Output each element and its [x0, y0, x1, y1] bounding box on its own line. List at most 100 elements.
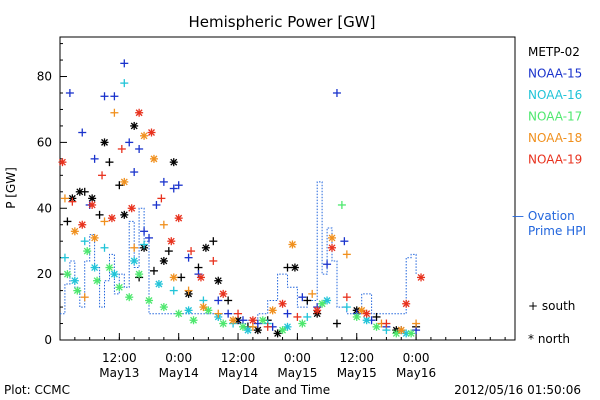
- plot-credit: Plot: CCMC: [4, 383, 70, 397]
- data-point: [164, 247, 173, 256]
- data-point: [70, 276, 79, 285]
- plot-area-frame: [59, 36, 516, 341]
- data-point: [303, 296, 312, 305]
- series-noaa-18: [60, 108, 421, 335]
- data-point: [214, 276, 223, 285]
- data-point: [78, 220, 87, 229]
- data-point: [298, 293, 307, 302]
- data-point: [110, 108, 119, 117]
- legend-north-marker: * north: [528, 332, 570, 346]
- data-point: [209, 256, 218, 265]
- data-point: [159, 177, 168, 186]
- data-point: [83, 247, 92, 256]
- data-point: [278, 299, 287, 308]
- data-point: [80, 293, 89, 302]
- data-point: [135, 108, 144, 117]
- data-point: [362, 309, 371, 318]
- data-point: [152, 200, 161, 209]
- y-tick-label: 20: [37, 267, 52, 281]
- x-tick-date-label: May15: [277, 366, 317, 380]
- data-point: [149, 154, 158, 163]
- data-point: [174, 214, 183, 223]
- series-metp-02: [63, 121, 421, 338]
- data-point: [169, 184, 178, 193]
- data-points-layer: [58, 59, 426, 338]
- data-point: [342, 250, 351, 259]
- data-point: [412, 319, 421, 328]
- data-point: [159, 303, 168, 312]
- data-point: [417, 273, 426, 282]
- data-point: [130, 121, 139, 130]
- data-point: [283, 322, 292, 331]
- series-noaa-19: [58, 108, 426, 331]
- data-point: [159, 220, 168, 229]
- data-point: [199, 303, 208, 312]
- legend-entry: NOAA-15: [528, 67, 582, 81]
- data-point: [107, 214, 116, 223]
- legend-ovation-line1: — Ovation: [512, 209, 575, 223]
- x-tick-date-label: May14: [218, 366, 258, 380]
- data-point: [125, 138, 134, 147]
- data-point: [337, 200, 346, 209]
- data-point: [288, 240, 297, 249]
- data-point: [209, 237, 218, 246]
- data-point: [120, 59, 129, 68]
- data-point: [293, 312, 302, 321]
- data-point: [157, 194, 166, 203]
- data-point: [95, 210, 104, 219]
- data-point: [135, 270, 144, 279]
- data-point: [402, 299, 411, 308]
- data-point: [204, 306, 213, 315]
- data-point: [145, 296, 154, 305]
- x-axis-ticks: 12:00May130:00May1412:00May140:00May1512…: [59, 333, 506, 380]
- data-point: [110, 270, 119, 279]
- data-point: [68, 197, 77, 206]
- data-point: [110, 92, 119, 101]
- data-point: [105, 263, 114, 272]
- data-point: [167, 237, 176, 246]
- data-point: [219, 289, 228, 298]
- data-point: [130, 243, 139, 252]
- data-point: [214, 296, 223, 305]
- data-point: [80, 187, 89, 196]
- legend-entry: NOAA-19: [528, 153, 582, 167]
- y-tick-label: 60: [37, 135, 52, 149]
- data-point: [308, 289, 317, 298]
- data-point: [177, 273, 186, 282]
- chart-title: Hemispheric Power [GW]: [189, 13, 376, 31]
- data-point: [60, 253, 69, 262]
- data-point: [140, 131, 149, 140]
- series-noaa-16: [60, 79, 411, 338]
- data-point: [328, 233, 337, 242]
- data-point: [117, 144, 126, 153]
- x-tick-time-label: 12:00: [221, 351, 256, 365]
- data-point: [243, 326, 252, 335]
- data-point: [352, 312, 361, 321]
- x-tick-time-label: 12:00: [102, 351, 137, 365]
- data-point: [145, 233, 154, 242]
- data-point: [100, 92, 109, 101]
- y-tick-label: 40: [37, 201, 52, 215]
- data-point: [88, 200, 97, 209]
- data-point: [105, 158, 114, 167]
- data-point: [127, 204, 136, 213]
- data-point: [357, 306, 366, 315]
- data-point: [90, 154, 99, 163]
- data-point: [253, 319, 262, 328]
- legend-entry: NOAA-16: [528, 88, 582, 102]
- data-point: [392, 329, 401, 338]
- data-point: [147, 128, 156, 137]
- data-point: [169, 286, 178, 295]
- data-point: [78, 128, 87, 137]
- data-point: [303, 312, 312, 321]
- y-axis-ticks: 0 20 40 60 80: [37, 43, 67, 347]
- data-point: [115, 181, 124, 190]
- data-point: [214, 309, 223, 318]
- data-point: [184, 253, 193, 262]
- data-point: [130, 256, 139, 265]
- data-point: [248, 316, 257, 325]
- data-point: [120, 177, 129, 186]
- data-point: [73, 286, 82, 295]
- data-point: [273, 329, 282, 338]
- data-point: [100, 243, 109, 252]
